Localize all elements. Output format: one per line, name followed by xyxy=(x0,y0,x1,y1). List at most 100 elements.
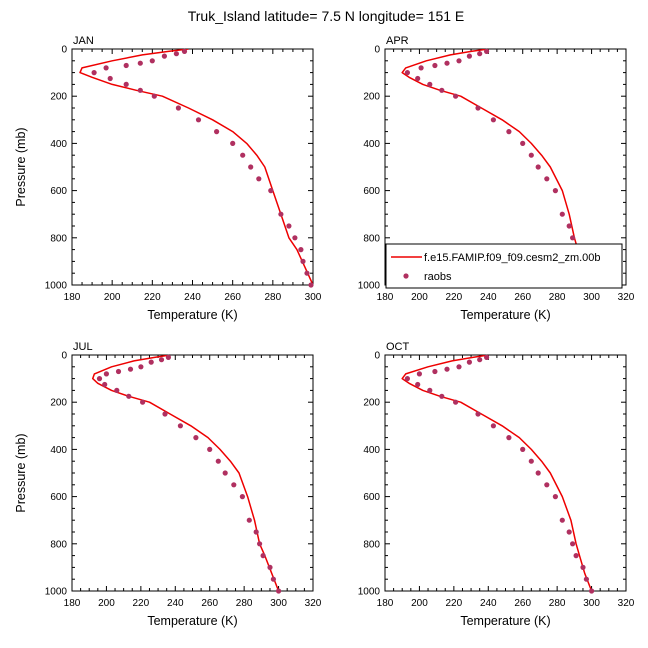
raobs-point xyxy=(444,366,450,372)
y-tick-label: 1000 xyxy=(45,587,68,598)
raobs-point xyxy=(520,446,526,452)
y-tick-label: 600 xyxy=(50,492,67,503)
panel-apr: APR 180 200 220 240 260 280 300 320 0 200 400 600 800… xyxy=(358,35,635,322)
raobs-point xyxy=(520,140,526,146)
legend-box xyxy=(385,243,623,289)
y-tick-label: 1000 xyxy=(358,281,381,292)
plot-frame xyxy=(71,354,314,592)
raobs-point xyxy=(257,541,263,547)
x-tick-label: 220 xyxy=(446,292,463,303)
x-axis-label: Temperature (K) xyxy=(147,614,237,628)
raobs-point xyxy=(477,51,483,57)
raobs-point xyxy=(304,270,310,276)
raobs-point xyxy=(103,371,109,377)
raobs-point xyxy=(215,458,221,464)
y-tick-label: 600 xyxy=(363,492,380,503)
raobs-point xyxy=(195,117,202,123)
raobs-point xyxy=(256,176,262,182)
y-tick-label: 600 xyxy=(363,186,380,197)
raobs-point xyxy=(453,399,459,405)
raobs-point xyxy=(439,393,445,399)
series-raobs xyxy=(91,48,314,288)
raobs-point xyxy=(566,529,572,535)
x-tick-label: 200 xyxy=(411,292,428,303)
raobs-point xyxy=(427,81,433,87)
raobs-point xyxy=(278,211,284,217)
x-tick-label: 180 xyxy=(64,598,81,609)
raobs-point xyxy=(214,129,220,135)
panel-month-label: APR xyxy=(386,35,409,47)
panel-jan: JAN 180 200 220 240 260 280 300 0 200 400 600 800 100… xyxy=(14,35,322,322)
raobs-point xyxy=(165,354,171,360)
panels: JAN 180 200 220 240 260 280 300 0 200 400 600 800 100… xyxy=(14,35,635,628)
raobs-point xyxy=(404,70,410,76)
y-tick-label: 400 xyxy=(363,139,380,150)
raobs-point xyxy=(177,423,183,429)
x-tick-label: 280 xyxy=(549,598,566,609)
x-tick-label: 280 xyxy=(236,598,253,609)
raobs-point xyxy=(137,60,143,66)
y-axis: 0 200 400 600 800 1000 xyxy=(358,351,626,598)
raobs-point xyxy=(552,188,559,194)
raobs-point xyxy=(404,376,410,382)
y-tick-label: 1000 xyxy=(358,587,381,598)
x-tick-label: 220 xyxy=(133,598,150,609)
raobs-point xyxy=(175,105,181,111)
y-tick-label: 200 xyxy=(50,92,67,103)
raobs-point xyxy=(589,588,595,594)
raobs-point xyxy=(193,435,199,441)
raobs-point xyxy=(123,62,129,69)
raobs-point xyxy=(580,564,586,571)
raobs-point xyxy=(535,470,541,476)
y-axis: 0 200 400 600 800 1000 xyxy=(358,45,626,292)
raobs-point xyxy=(573,553,579,559)
raobs-point xyxy=(475,105,481,111)
x-tick-label: 180 xyxy=(64,292,81,303)
raobs-point xyxy=(181,48,188,55)
raobs-point xyxy=(148,359,154,365)
raobs-point xyxy=(466,359,472,365)
raobs-point xyxy=(490,117,496,123)
x-tick-label: 300 xyxy=(583,292,600,303)
raobs-point xyxy=(96,376,103,382)
y-tick-label: 0 xyxy=(61,45,67,56)
y-tick-label: 1000 xyxy=(45,281,68,292)
x-tick-label: 300 xyxy=(583,598,600,609)
panel-month-label: JUL xyxy=(73,341,93,353)
y-tick-label: 0 xyxy=(374,351,380,362)
x-axis: 180 200 220 240 260 280 300 320 xyxy=(64,355,322,609)
y-tick-label: 200 xyxy=(363,92,380,103)
panel-month-label: OCT xyxy=(386,341,410,353)
raobs-point xyxy=(475,411,481,417)
raobs-point xyxy=(127,366,134,372)
x-tick-label: 240 xyxy=(480,598,497,609)
y-axis-label: Pressure (mb) xyxy=(14,127,28,206)
y-tick-label: 600 xyxy=(50,186,67,197)
series-line-model xyxy=(91,355,280,591)
y-tick-label: 0 xyxy=(61,351,67,362)
raobs-point xyxy=(267,564,273,571)
y-tick-label: 800 xyxy=(363,539,380,550)
x-tick-label: 220 xyxy=(446,598,463,609)
series-raobs xyxy=(96,354,282,594)
raobs-point xyxy=(453,93,459,99)
raobs-point xyxy=(466,53,472,59)
raobs-point xyxy=(528,458,534,464)
raobs-point xyxy=(126,393,132,399)
x-tick-label: 300 xyxy=(270,598,287,609)
x-tick-label: 320 xyxy=(618,292,635,303)
raobs-point xyxy=(418,65,424,71)
raobs-point xyxy=(260,553,266,559)
raobs-point xyxy=(248,164,254,170)
raobs-point xyxy=(566,223,572,229)
x-tick-label: 200 xyxy=(411,598,428,609)
y-axis: 0 200 400 600 800 1000 xyxy=(45,45,313,292)
raobs-point xyxy=(484,354,490,360)
x-tick-label: 260 xyxy=(224,292,241,303)
raobs-point xyxy=(151,93,157,99)
raobs-point xyxy=(477,357,483,363)
plot-frame xyxy=(384,354,627,592)
raobs-point xyxy=(559,211,565,217)
raobs-point xyxy=(439,87,445,93)
